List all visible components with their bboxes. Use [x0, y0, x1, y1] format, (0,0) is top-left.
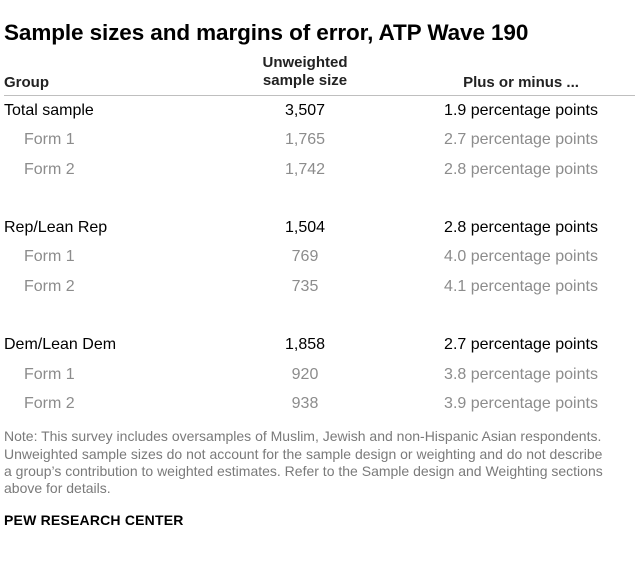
row-margin-of-error: 3.8 percentage points [444, 365, 598, 383]
table-row: Rep/Lean Rep 1,504 2.8 percentage points [4, 213, 639, 242]
row-sample-size: 920 [291, 365, 319, 383]
header-divider [4, 95, 635, 96]
row-sample-size: 3,507 [284, 102, 326, 119]
row-group: Form 1 [24, 365, 75, 383]
table-header: Group Unweighted sample size Plus or min… [4, 54, 639, 94]
header-margin-of-error: Plus or minus ... [463, 74, 579, 91]
header-sample-size-line1: Unweighted [262, 54, 348, 71]
group-spacer [4, 301, 639, 330]
table-row: Form 1 1,765 2.7 percentage points [4, 125, 639, 154]
table-row: Total sample 3,507 1.9 percentage points [4, 96, 639, 125]
header-sample-size: Unweighted sample size [240, 54, 370, 90]
row-sample-size: 1,858 [284, 336, 326, 354]
row-margin-of-error: 4.1 percentage points [444, 277, 598, 295]
row-sample-size: 1,765 [284, 131, 326, 149]
row-margin-of-error: 2.8 percentage points [444, 160, 598, 178]
row-margin-of-error: 2.7 percentage points [444, 336, 598, 354]
row-margin-of-error: 3.9 percentage points [444, 394, 598, 412]
table-row: Form 2 938 3.9 percentage points [4, 389, 639, 418]
table-row: Form 2 1,742 2.8 percentage points [4, 155, 639, 184]
row-margin-of-error: 2.8 percentage points [444, 219, 598, 237]
row-sample-size: 938 [291, 394, 319, 412]
row-group: Form 2 [24, 394, 75, 412]
row-group: Form 2 [24, 160, 75, 178]
row-sample-size: 735 [291, 277, 319, 295]
row-margin-of-error: 1.9 percentage points [444, 102, 598, 119]
row-group: Form 1 [24, 131, 75, 149]
table-row: Form 2 735 4.1 percentage points [4, 272, 639, 301]
row-margin-of-error: 2.7 percentage points [444, 131, 598, 149]
table-row: Dem/Lean Dem 1,858 2.7 percentage points [4, 330, 639, 359]
footnote: Note: This survey includes oversamples o… [4, 428, 603, 497]
row-group: Form 2 [24, 277, 75, 295]
page-title: Sample sizes and margins of error, ATP W… [4, 20, 529, 45]
row-sample-size: 1,742 [284, 160, 326, 178]
table-body: Total sample 3,507 1.9 percentage points… [4, 96, 639, 418]
group-spacer [4, 184, 639, 213]
row-margin-of-error: 4.0 percentage points [444, 248, 598, 266]
table-row: Form 1 920 3.8 percentage points [4, 360, 639, 389]
header-group: Group [4, 74, 49, 91]
row-group: Dem/Lean Dem [4, 336, 117, 354]
table-row: Form 1 769 4.0 percentage points [4, 242, 639, 271]
header-sample-size-line2: sample size [262, 72, 348, 89]
row-group: Total sample [4, 102, 94, 119]
row-group: Form 1 [24, 248, 75, 266]
source-label: PEW RESEARCH CENTER [4, 511, 184, 528]
row-sample-size: 769 [291, 248, 319, 266]
row-group: Rep/Lean Rep [4, 219, 108, 237]
row-sample-size: 1,504 [284, 219, 326, 237]
